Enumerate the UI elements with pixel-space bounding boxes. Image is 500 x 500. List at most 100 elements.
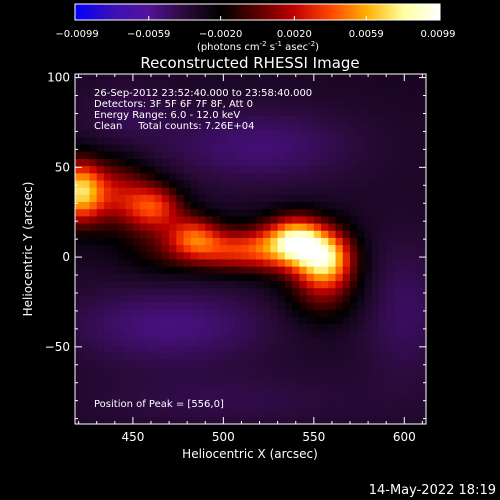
heatmap-cell (357, 79, 366, 88)
heatmap-cell (321, 194, 329, 203)
heatmap-cell (255, 172, 264, 181)
heatmap-cell (407, 373, 416, 382)
heatmap-cell (292, 237, 300, 246)
heatmap-cell (219, 115, 228, 124)
heatmap-cell (415, 373, 423, 382)
heatmap-cell (118, 258, 127, 267)
heatmap-cell (422, 122, 426, 131)
heatmap-cell (169, 215, 177, 224)
heatmap-cell (386, 323, 395, 332)
heatmap-cell (176, 337, 185, 346)
heatmap-cell (335, 79, 344, 88)
heatmap-cell (82, 345, 91, 353)
heatmap-cell (342, 373, 351, 382)
heatmap-cell (393, 115, 402, 124)
heatmap-cell (118, 151, 127, 159)
heatmap-cell (111, 352, 120, 360)
heatmap-cell (328, 187, 337, 195)
heatmap-cell (198, 244, 206, 253)
heatmap-cell (400, 294, 409, 303)
heatmap-cell (328, 158, 337, 167)
heatmap-cell (241, 395, 250, 404)
heatmap-cell (415, 179, 423, 188)
heatmap-cell (255, 165, 264, 174)
heatmap-cell (364, 359, 373, 368)
heatmap-cell (234, 251, 243, 260)
heatmap-cell (342, 380, 351, 389)
heatmap-cell (161, 230, 170, 238)
heatmap-cell (241, 172, 250, 181)
heatmap-cell (111, 287, 120, 296)
heatmap-cell (176, 165, 185, 174)
heatmap-cell (183, 359, 192, 368)
heatmap-cell (226, 258, 235, 267)
heatmap-cell (219, 144, 228, 152)
heatmap-cell (277, 86, 286, 95)
heatmap-cell (357, 136, 366, 145)
heatmap-cell (357, 129, 366, 138)
heatmap-cell (234, 287, 243, 296)
heatmap-cell (140, 337, 148, 346)
heatmap-cell (270, 316, 279, 325)
heatmap-cell (226, 337, 235, 346)
heatmap-cell (154, 136, 163, 145)
heatmap-cell (284, 402, 293, 411)
heatmap-cell (183, 158, 192, 167)
heatmap-cell (371, 359, 380, 368)
heatmap-cell (89, 388, 98, 396)
heatmap-cell (378, 74, 387, 80)
heatmap-cell (292, 230, 300, 238)
heatmap-cell (103, 366, 112, 375)
heatmap-cell (393, 215, 402, 224)
heatmap-cell (350, 201, 358, 210)
heatmap-cell (248, 93, 257, 102)
colorbar-tick-label: 0.0059 (349, 29, 384, 40)
heatmap-cell (255, 179, 264, 188)
heatmap-cell (277, 258, 286, 267)
heatmap-cell (328, 352, 337, 360)
heatmap-cell (82, 179, 91, 188)
heatmap-cell (350, 222, 358, 231)
heatmap-cell (82, 187, 91, 195)
heatmap-cell (154, 115, 163, 124)
heatmap-cell (313, 359, 322, 368)
heatmap-cell (183, 144, 192, 152)
heatmap-cell (75, 316, 83, 325)
heatmap-cell (364, 395, 373, 404)
heatmap-cell (111, 258, 120, 267)
heatmap-cell (371, 287, 380, 296)
heatmap-cell (75, 237, 83, 246)
heatmap-cell (248, 359, 257, 368)
heatmap-cell (198, 100, 206, 109)
heatmap-cell (357, 359, 366, 368)
heatmap-cell (118, 380, 127, 389)
heatmap-cell (154, 273, 163, 282)
heatmap-cell (350, 86, 358, 95)
heatmap-cell (371, 352, 380, 360)
heatmap-cell (357, 352, 366, 360)
x-tick-label: 600 (393, 430, 416, 444)
heatmap-cell (111, 244, 120, 253)
heatmap-cell (313, 93, 322, 102)
heatmap-cell (328, 122, 337, 131)
heatmap-cell (147, 230, 156, 238)
heatmap-cell (277, 222, 286, 231)
heatmap-cell (198, 108, 206, 116)
heatmap-cell (350, 93, 358, 102)
heatmap-cell (205, 316, 214, 325)
heatmap-cell (364, 187, 373, 195)
heatmap-cell (299, 187, 308, 195)
heatmap-cell (169, 380, 177, 389)
heatmap-cell (82, 108, 91, 116)
heatmap-cell (371, 244, 380, 253)
heatmap-cell (154, 74, 163, 80)
heatmap-cell (270, 136, 279, 145)
heatmap-cell (198, 309, 206, 317)
heatmap-cell (161, 402, 170, 411)
heatmap-cell (277, 79, 286, 88)
heatmap-cell (313, 179, 322, 188)
heatmap-cell (241, 115, 250, 124)
heatmap-cell (364, 129, 373, 138)
heatmap-cell (96, 273, 105, 282)
heatmap-cell (378, 258, 387, 267)
